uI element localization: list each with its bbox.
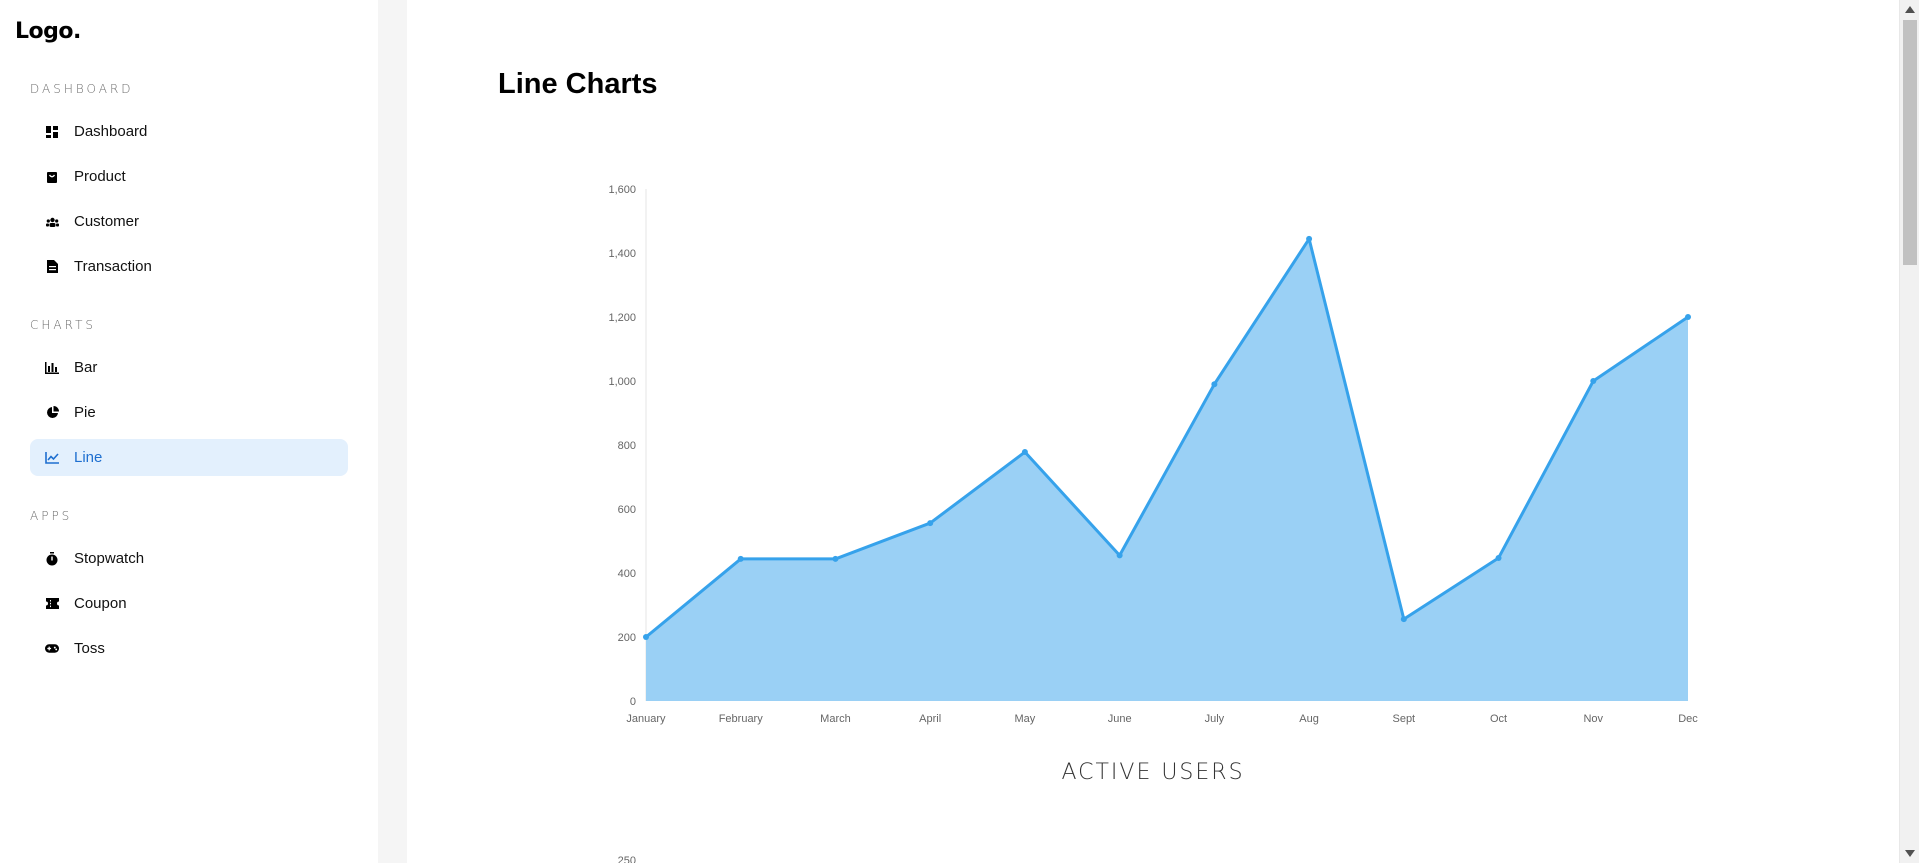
nav-item-transaction[interactable]: Transaction bbox=[30, 248, 348, 285]
stopwatch-icon bbox=[45, 551, 59, 566]
nav-item-label: Line bbox=[74, 449, 103, 466]
vertical-scrollbar[interactable] bbox=[1899, 0, 1919, 863]
line-chart-icon bbox=[45, 451, 59, 465]
pie-chart-icon bbox=[45, 406, 59, 420]
nav-item-label: Dashboard bbox=[74, 123, 148, 140]
x-tick-label: May bbox=[1015, 713, 1036, 725]
document-icon bbox=[45, 260, 59, 274]
data-point bbox=[927, 520, 934, 527]
nav-item-dashboard[interactable]: Dashboard bbox=[30, 113, 348, 150]
y-tick-label: 1,600 bbox=[608, 184, 636, 196]
nav-item-stopwatch[interactable]: Stopwatch bbox=[30, 540, 348, 577]
y-tick-label: 1,200 bbox=[608, 312, 636, 324]
x-tick-label: Oct bbox=[1490, 713, 1507, 725]
data-point bbox=[1211, 381, 1218, 388]
scroll-up-icon[interactable] bbox=[1905, 6, 1915, 13]
nav-item-bar[interactable]: Bar bbox=[30, 349, 348, 386]
series-line bbox=[645, 237, 1689, 639]
chart-title: ACTIVE USERS bbox=[1061, 760, 1245, 785]
y-tick-label: 800 bbox=[618, 440, 636, 452]
data-point bbox=[1116, 552, 1123, 559]
nav-item-label: Coupon bbox=[74, 595, 127, 612]
logo[interactable]: Logo. bbox=[15, 19, 81, 44]
page-title: Line Charts bbox=[498, 68, 658, 100]
dashboard-icon bbox=[45, 125, 59, 139]
nav-item-line[interactable]: Line bbox=[30, 439, 348, 476]
data-point bbox=[1306, 235, 1313, 242]
nav-item-toss[interactable]: Toss bbox=[30, 630, 348, 667]
section-title-dashboard: DASHBOARD bbox=[30, 82, 134, 96]
nav-item-label: Toss bbox=[74, 640, 105, 657]
gamepad-icon bbox=[45, 642, 59, 656]
nav-item-product[interactable]: Product bbox=[30, 158, 348, 195]
sidebar: Logo. DASHBOARD Dashboard Product Custom… bbox=[0, 0, 378, 863]
x-tick-label: June bbox=[1108, 713, 1132, 725]
section-title-apps: APPS bbox=[30, 509, 73, 523]
nav-item-label: Stopwatch bbox=[74, 550, 145, 567]
nav-item-label: Transaction bbox=[74, 258, 152, 275]
coupon-icon bbox=[45, 597, 59, 611]
scroll-thumb[interactable] bbox=[1903, 20, 1917, 265]
data-point bbox=[1400, 616, 1407, 623]
y-tick-label: 1,400 bbox=[608, 248, 636, 260]
y-tick-label: 600 bbox=[618, 504, 636, 516]
data-point bbox=[737, 555, 744, 562]
y-tick-label: 0 bbox=[630, 696, 636, 708]
data-point bbox=[832, 555, 839, 562]
x-tick-label: Aug bbox=[1299, 713, 1319, 725]
active-users-chart: 0 200 400 600 800 1,000 1,200 1,400 1,600 January… bbox=[407, 0, 1899, 863]
bar-chart-icon bbox=[45, 361, 59, 375]
data-point bbox=[643, 634, 649, 640]
nav-item-label: Product bbox=[74, 168, 126, 185]
nav-item-label: Customer bbox=[74, 213, 140, 230]
x-tick-label: July bbox=[1205, 713, 1225, 725]
scroll-down-icon[interactable] bbox=[1905, 850, 1915, 857]
users-icon bbox=[45, 215, 59, 229]
x-tick-label: March bbox=[820, 713, 851, 725]
section-title-charts: CHARTS bbox=[30, 318, 97, 332]
x-tick-label: April bbox=[919, 713, 941, 725]
main-content: Line Charts 0 200 400 600 800 1,000 1,200 1,400… bbox=[407, 0, 1899, 863]
x-tick-label: February bbox=[719, 713, 764, 725]
y-tick-label: 200 bbox=[618, 632, 636, 644]
x-tick-label: Dec bbox=[1678, 713, 1698, 725]
bag-icon bbox=[45, 170, 59, 184]
data-point bbox=[1495, 554, 1502, 561]
y-tick-label: 400 bbox=[618, 568, 636, 580]
chart-canvas: 0 200 400 600 800 1,000 1,200 1,400 1,600 January… bbox=[608, 184, 1698, 863]
y-tick-label: 1,000 bbox=[608, 376, 636, 388]
y-tick-label: 250 bbox=[618, 855, 636, 863]
data-point bbox=[1685, 314, 1691, 320]
data-point bbox=[1590, 378, 1597, 384]
x-tick-label: Nov bbox=[1583, 713, 1603, 725]
x-tick-label: January bbox=[626, 713, 666, 725]
nav-item-customer[interactable]: Customer bbox=[30, 203, 348, 240]
x-tick-label: Sept bbox=[1392, 713, 1415, 725]
nav-item-label: Bar bbox=[74, 359, 98, 376]
data-point bbox=[1021, 449, 1028, 456]
nav-item-label: Pie bbox=[74, 404, 96, 421]
nav-item-coupon[interactable]: Coupon bbox=[30, 585, 348, 622]
sidebar-divider bbox=[378, 0, 407, 863]
nav-item-pie[interactable]: Pie bbox=[30, 394, 348, 431]
